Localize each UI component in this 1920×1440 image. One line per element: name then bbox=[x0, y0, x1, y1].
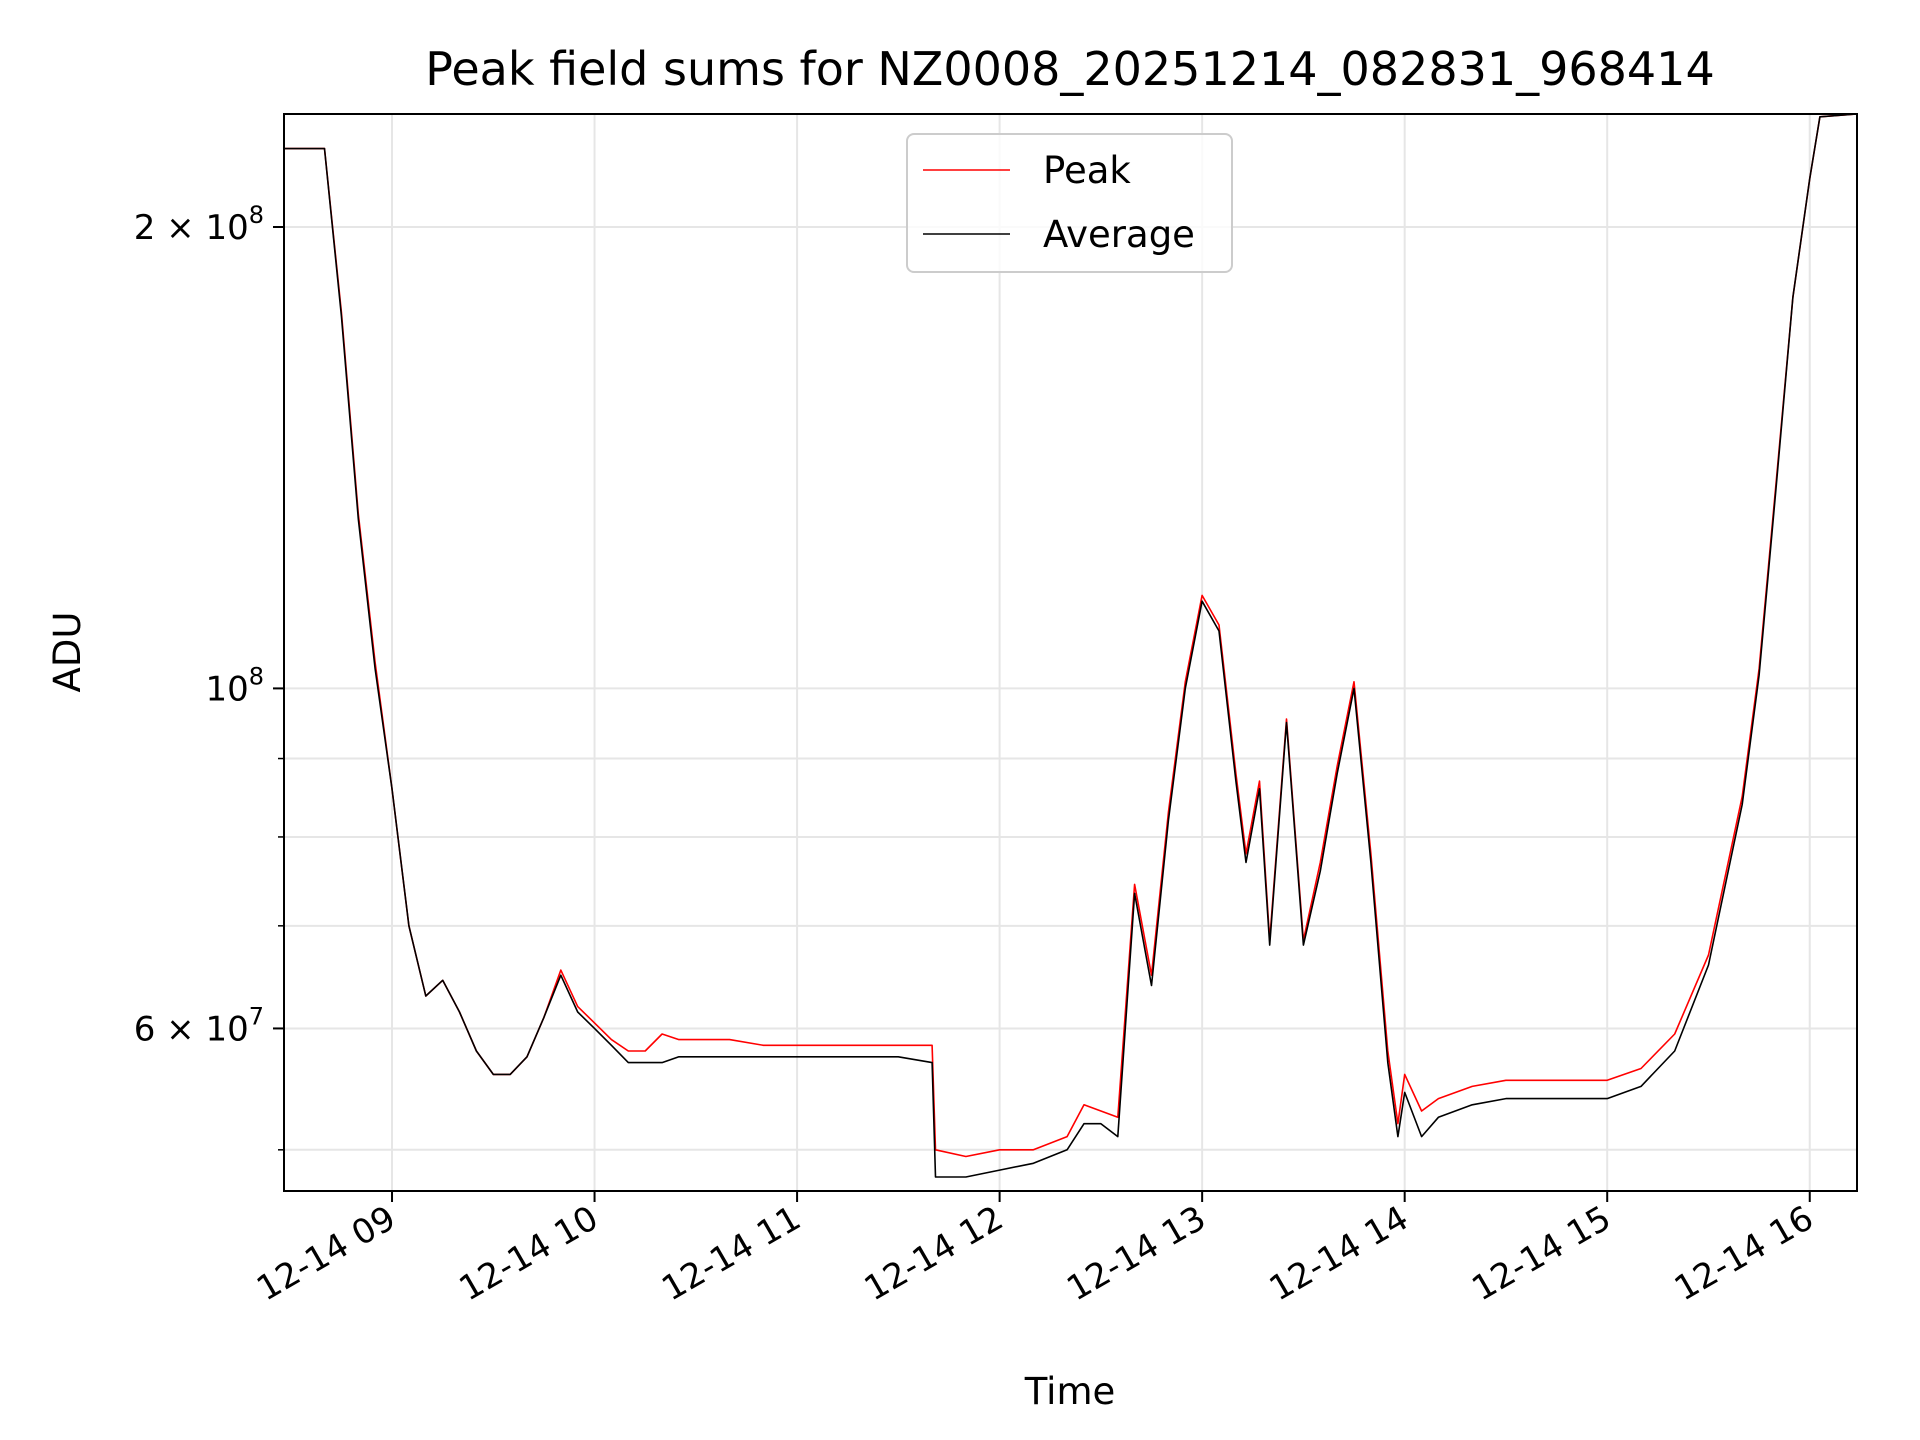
y-axis-label: ADU bbox=[46, 612, 89, 693]
legend-peak-label: Peak bbox=[1043, 149, 1131, 192]
legend-average-label: Average bbox=[1043, 213, 1195, 256]
y-tick-exponent: 7 bbox=[249, 1002, 264, 1030]
chart-title: Peak field sums for NZ0008_20251214_0828… bbox=[425, 42, 1714, 96]
y-tick-label: 108 bbox=[205, 662, 264, 709]
series-group bbox=[284, 113, 1858, 1178]
plot-frame bbox=[283, 113, 1858, 1192]
y-tick-label: 6 × 107 bbox=[134, 1002, 264, 1049]
y-tick-exponent: 8 bbox=[249, 201, 264, 229]
y-tick-base: 10 bbox=[205, 669, 248, 709]
y-tick-mantissa: 2 bbox=[134, 208, 156, 248]
y-tick-times: × 10 bbox=[155, 1009, 248, 1049]
y-tick-mantissa: 6 bbox=[134, 1009, 156, 1049]
x-axis-label: Time bbox=[1024, 1370, 1116, 1413]
y-tick-exponent: 8 bbox=[249, 662, 264, 690]
legend: Peak Average bbox=[906, 133, 1233, 273]
legend-frame bbox=[906, 133, 1233, 273]
grid bbox=[284, 114, 1857, 1191]
y-tick-times: × 10 bbox=[155, 208, 248, 248]
y-tick-label: 2 × 108 bbox=[134, 201, 264, 248]
average-series-line bbox=[284, 113, 1858, 1178]
